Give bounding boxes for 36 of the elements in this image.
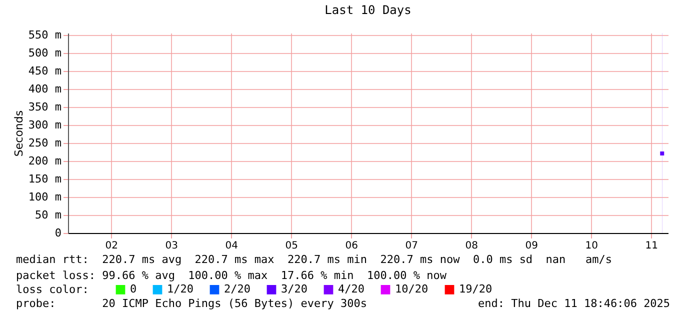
y-tick-label: 50 m — [35, 208, 62, 222]
y-tick-label: 300 m — [28, 118, 62, 132]
y-tick-label: 0 — [54, 226, 62, 240]
y-tick-label: 100 m — [28, 190, 62, 204]
legend-label: 0 — [130, 282, 137, 296]
text: probe: 20 ICMP Echo Pings (56 Bytes) every 300s — [16, 297, 367, 310]
legend-label: 1/20 — [167, 282, 194, 296]
text: end: Thu Dec 11 18:46:06 2025 — [478, 297, 670, 310]
x-tick-label: 10 — [585, 240, 598, 252]
x-tick-label: 04 — [225, 240, 238, 252]
y-tick-label: 250 m — [28, 136, 62, 150]
x-tick-label: 05 — [285, 240, 298, 252]
y-tick-label: 150 m — [28, 172, 62, 186]
y-tick-label: 500 m — [28, 46, 62, 60]
legend-label: 19/20 — [459, 282, 492, 296]
y-tick-label: 200 m — [28, 154, 62, 168]
text: packet loss: 99.66 % avg 100.00 % max 17.66 % min 100.00 % now — [16, 269, 446, 282]
y-axis-title: Seconds — [12, 110, 26, 157]
legend-label: 3/20 — [281, 282, 308, 296]
x-tick-label: 09 — [525, 240, 538, 252]
x-tick-label: 03 — [165, 240, 178, 252]
y-tick-label: 400 m — [28, 82, 62, 96]
legend-label: 10/20 — [395, 282, 428, 296]
x-tick-label: 02 — [105, 240, 118, 252]
chart-title: Last 10 Days — [324, 2, 412, 17]
y-tick-label: 450 m — [28, 64, 62, 78]
y-tick-label: 550 m — [28, 28, 62, 42]
x-tick-label: 07 — [405, 240, 418, 252]
legend-label: 4/20 — [338, 282, 364, 296]
x-tick-label: 06 — [345, 240, 358, 252]
text: median rtt: 220.7 ms avg 220.7 ms max 220.7 ms min 220.7 ms now 0.0 ms sd nan am/s — [16, 253, 612, 266]
x-tick-label: 11 — [645, 240, 658, 252]
y-tick-label: 350 m — [28, 100, 62, 114]
legend-label: 2/20 — [224, 282, 250, 296]
legend-title: loss color: — [16, 283, 89, 296]
x-tick-label: 08 — [465, 240, 478, 252]
